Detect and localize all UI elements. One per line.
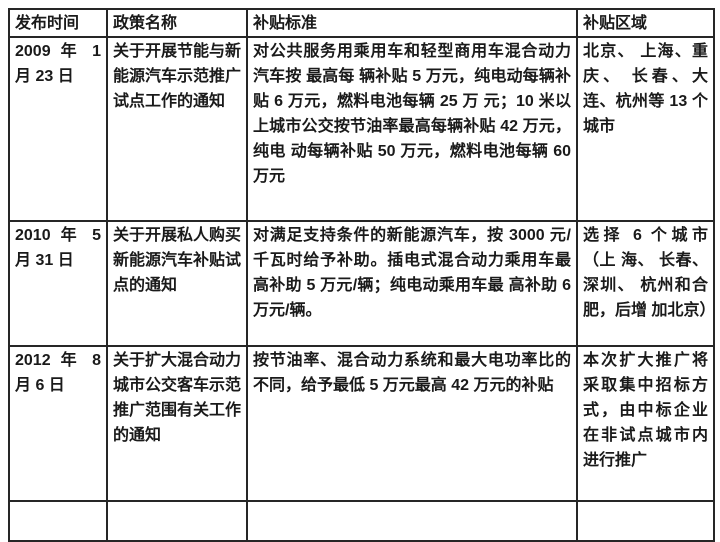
cell-subsidy-standard: 按节油率、混合动力系统和最大电功率比的不同，给予最低 5 万元最高 42 万元的… bbox=[246, 345, 578, 502]
cell-publish-date: 2012 年 8 月 6 日 bbox=[8, 345, 108, 502]
cell-policy-name: 关于扩大混合动力 城市公交客车示范推广范围有关工作的通知 bbox=[106, 345, 248, 502]
cell-subsidy-standard: 对公共服务用乘用车和轻型商用车混合动力汽车按 最高每 辆补贴 5 万元，纯电动每… bbox=[246, 36, 578, 222]
header-policy-name: 政策名称 bbox=[106, 8, 248, 38]
table-row: 2012 年 8 月 6 日 关于扩大混合动力 城市公交客车示范推广范围有关工作… bbox=[8, 345, 715, 502]
table-row: 2010 年 5 月 31 日 关于开展私人购买新能源汽车补贴试点的通知 对满足… bbox=[8, 220, 715, 347]
cell-subsidy-region bbox=[576, 500, 715, 542]
cell-subsidy-standard: 对满足支持条件的新能源汽车，按 3000 元/千瓦时给予补助。插电式混合动力乘用… bbox=[246, 220, 578, 347]
table-row-clipped bbox=[8, 500, 715, 542]
table-header-row: 发布时间 政策名称 补贴标准 补贴区域 bbox=[8, 8, 715, 38]
table-row: 2009 年 1 月 23 日 关于开展节能与新能源汽车示范推广试点工作的通知 … bbox=[8, 36, 715, 222]
subsidy-policy-table: 发布时间 政策名称 补贴标准 补贴区域 2009 年 1 月 23 日 关于开展… bbox=[8, 8, 715, 542]
cell-publish-date: 2010 年 5 月 31 日 bbox=[8, 220, 108, 347]
cell-subsidy-standard bbox=[246, 500, 578, 542]
header-publish-date: 发布时间 bbox=[8, 8, 108, 38]
cell-policy-name bbox=[106, 500, 248, 542]
cell-publish-date bbox=[8, 500, 108, 542]
cell-subsidy-region: 本次扩大推广将 采取集中招标方式，由中标企业在非试点城市内进行推广 bbox=[576, 345, 715, 502]
cell-subsidy-region: 选择 6 个城市（上 海、 长春、深圳、 杭州和合肥，后增 加北京） bbox=[576, 220, 715, 347]
cell-policy-name: 关于开展私人购买新能源汽车补贴试点的通知 bbox=[106, 220, 248, 347]
header-subsidy-standard: 补贴标准 bbox=[246, 8, 578, 38]
cell-publish-date: 2009 年 1 月 23 日 bbox=[8, 36, 108, 222]
cell-subsidy-region: 北京、 上海、重庆、 长春、大连、杭州等 13 个城市 bbox=[576, 36, 715, 222]
header-subsidy-region: 补贴区域 bbox=[576, 8, 715, 38]
cell-policy-name: 关于开展节能与新能源汽车示范推广试点工作的通知 bbox=[106, 36, 248, 222]
